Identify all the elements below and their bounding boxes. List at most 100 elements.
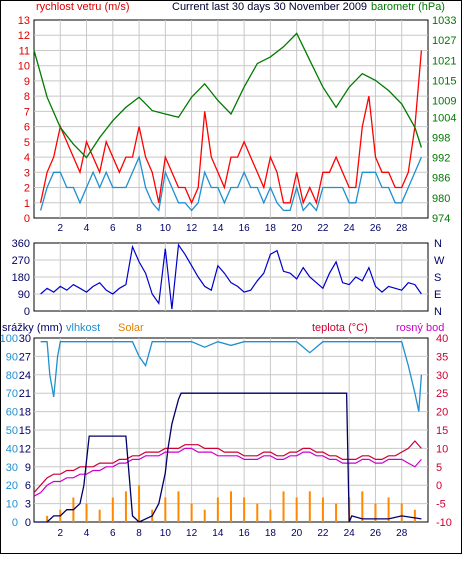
- wind-direction-tick-label: 270: [12, 255, 30, 267]
- weather-chart-frame: [0, 0, 462, 554]
- pressure-tick-label: 1009: [432, 96, 456, 108]
- day-tick-label: 18: [265, 528, 277, 539]
- solar-axis-title: Solar: [118, 322, 144, 334]
- wind-speed-tick-label: 7: [24, 106, 30, 118]
- day-tick-label: 8: [136, 223, 142, 234]
- wind-speed-tick-label: 11: [19, 45, 30, 57]
- pressure-series-line: [33, 32, 423, 159]
- wind-direction-tick-label: 90: [18, 289, 30, 301]
- day-tick-label: 4: [84, 528, 90, 539]
- day-tick-label: 12: [186, 223, 198, 234]
- day-tick-label: 22: [317, 528, 329, 539]
- dewpoint-axis-title: rosný bod: [396, 322, 445, 334]
- temperature-tick-label: 25: [436, 388, 448, 400]
- pressure-tick-label: 1033: [432, 15, 456, 27]
- day-tick-label: 20: [291, 528, 303, 539]
- pressure-axis-title: barometr (hPa): [371, 1, 445, 13]
- rain-tick-label: 6: [25, 480, 31, 492]
- day-tick-label: 10: [160, 223, 172, 234]
- pressure-tick-label: 1027: [432, 35, 456, 47]
- rain-tick-label: 21: [19, 388, 31, 400]
- day-tick-label: 14: [212, 223, 224, 234]
- pressure-tick-label: 1004: [432, 112, 456, 124]
- rain-tick-label: 27: [19, 351, 31, 363]
- humidity-series-line: [40, 341, 423, 412]
- pressure-tick-label: 980: [432, 193, 450, 205]
- temperature-tick-label: 35: [436, 351, 448, 363]
- pressure-tick-label: 998: [432, 132, 450, 144]
- day-tick-label: 24: [344, 528, 356, 539]
- humidity-tick-label: 40: [6, 443, 18, 455]
- wind-speed-tick-label: 1: [24, 198, 30, 210]
- day-tick-label: 12: [186, 528, 198, 539]
- day-tick-label: 14: [212, 528, 224, 539]
- compass-tick-label: N: [434, 238, 442, 250]
- wind-speed-tick-label: 10: [18, 61, 30, 73]
- day-tick-label: 20: [291, 223, 303, 234]
- day-tick-label: 6: [110, 223, 116, 234]
- rain-tick-label: 3: [25, 499, 31, 511]
- humidity-tick-label: 10: [6, 499, 18, 511]
- day-tick-label: 2: [57, 223, 63, 234]
- humidity-tick-label: 0: [12, 517, 18, 529]
- day-tick-label: 24: [344, 223, 356, 234]
- compass-tick-label: E: [434, 289, 441, 301]
- rain-tick-label: 18: [19, 407, 31, 419]
- wind-speed-tick-label: 5: [24, 137, 30, 149]
- chart-title: Current last 30 days 30 November 2009: [172, 1, 368, 13]
- day-tick-label: 22: [317, 223, 329, 234]
- wind-direction-tick-label: 0: [24, 306, 30, 318]
- day-tick-label: 10: [160, 528, 172, 539]
- temperature-axis-title: teplota (°C): [312, 322, 368, 334]
- rain-tick-label: 9: [25, 462, 31, 474]
- rain-tick-label: 0: [25, 517, 31, 529]
- wind-speed-series-line: [39, 154, 422, 212]
- day-tick-label: 2: [57, 528, 63, 539]
- day-tick-label: 16: [239, 528, 251, 539]
- humidity-tick-label: 70: [6, 388, 18, 400]
- day-tick-label: 26: [370, 528, 382, 539]
- day-tick-label: 4: [84, 223, 90, 234]
- pressure-tick-label: 992: [432, 153, 450, 165]
- humidity-tick-label: 60: [6, 407, 18, 419]
- wind-speed-tick-label: 3: [24, 167, 30, 179]
- temperature-series-line: [33, 440, 422, 493]
- pressure-tick-label: 1021: [432, 55, 456, 67]
- humidity-tick-label: 100: [0, 333, 18, 345]
- temperature-tick-label: -10: [436, 517, 452, 529]
- wind-speed-tick-label: 8: [24, 91, 30, 103]
- rain-tick-label: 12: [19, 443, 31, 455]
- humidity-axis-title: vlhkost: [66, 322, 101, 334]
- wind-speed-tick-label: 13: [18, 15, 30, 27]
- wind-gust-series-line: [39, 50, 423, 205]
- pressure-tick-label: 1015: [432, 75, 456, 87]
- compass-tick-label: S: [434, 272, 441, 284]
- temperature-tick-label: 0: [436, 480, 442, 492]
- temperature-tick-label: 15: [436, 425, 448, 437]
- wind-direction-tick-label: 360: [12, 238, 30, 250]
- rain-series-line: [34, 392, 422, 523]
- day-tick-label: 8: [136, 528, 142, 539]
- pressure-tick-label: 974: [432, 213, 450, 225]
- temperature-tick-label: 5: [436, 462, 442, 474]
- day-tick-label: 6: [110, 528, 116, 539]
- temperature-tick-label: -5: [436, 499, 446, 511]
- wind-speed-tick-label: 0: [24, 213, 30, 225]
- rain-tick-label: 24: [19, 370, 31, 382]
- temperature-tick-label: 20: [436, 407, 448, 419]
- pressure-tick-label: 986: [432, 173, 450, 185]
- day-tick-label: 26: [370, 223, 382, 234]
- compass-tick-label: W: [434, 255, 445, 267]
- wind-direction-series-line: [40, 243, 422, 310]
- compass-tick-label: N: [434, 306, 442, 318]
- day-tick-label: 28: [396, 223, 408, 234]
- day-tick-label: 18: [265, 223, 277, 234]
- wind-speed-tick-label: 9: [24, 76, 30, 88]
- humidity-tick-label: 50: [6, 425, 18, 437]
- humidity-tick-label: 20: [6, 480, 18, 492]
- day-tick-label: 28: [396, 528, 408, 539]
- wind-speed-tick-label: 2: [24, 183, 30, 195]
- temperature-tick-label: 30: [436, 370, 448, 382]
- temperature-tick-label: 10: [436, 443, 448, 455]
